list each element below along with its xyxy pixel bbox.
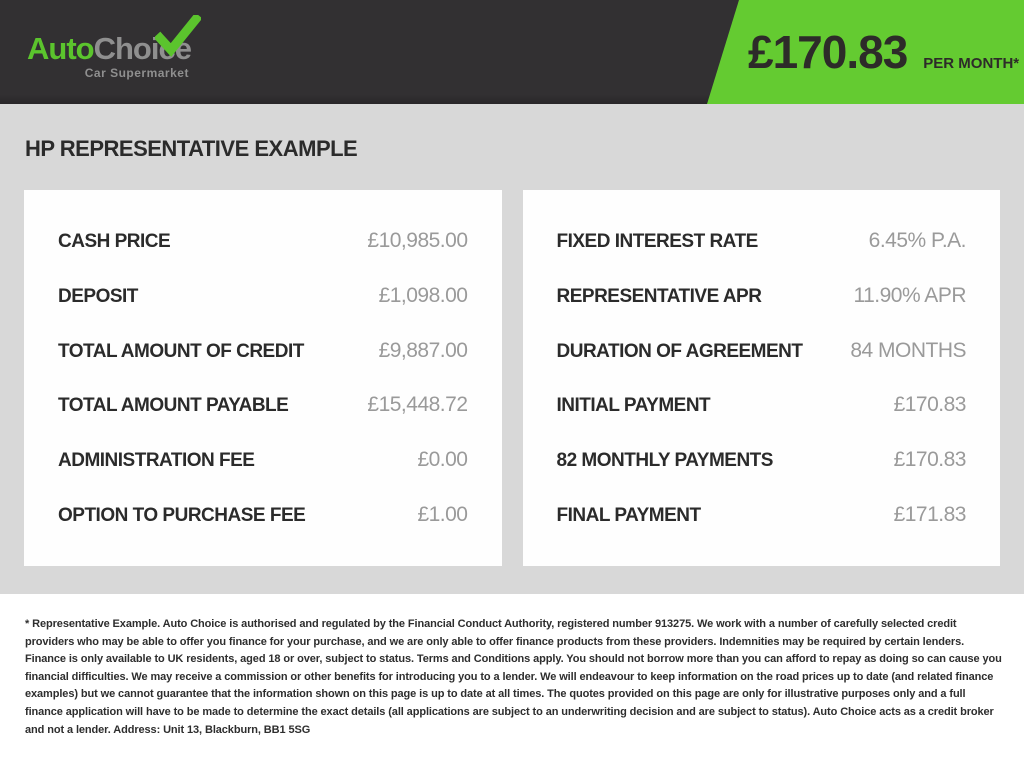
- finance-label: FIXED INTEREST RATE: [556, 231, 759, 253]
- footer: * Representative Example. Auto Choice is…: [0, 594, 1024, 768]
- finance-value: £1,098.00: [378, 283, 468, 307]
- finance-row-monthly-payments: 82 MONTHLY PAYMENTS £170.83: [557, 448, 967, 472]
- finance-row-apr: REPRESENTATIVE APR 11.90% APR: [557, 284, 967, 308]
- finance-value: £171.83: [893, 502, 967, 526]
- finance-label: 82 MONTHLY PAYMENTS: [556, 449, 774, 471]
- autochoice-logo[interactable]: AutoChoice Car Supermarket: [27, 15, 201, 80]
- site-header: AutoChoice Car Supermarket £170.83 PER M…: [0, 0, 1024, 104]
- finance-value: £170.83: [893, 393, 967, 417]
- finance-label: FINAL PAYMENT: [556, 504, 702, 526]
- finance-label: INITIAL PAYMENT: [556, 395, 711, 417]
- finance-row-cash-price: CASH PRICE £10,985.00: [58, 229, 468, 253]
- finance-value: £0.00: [417, 447, 468, 471]
- finance-label: DURATION OF AGREEMENT: [556, 340, 804, 362]
- checkmark-icon: [155, 15, 201, 57]
- monthly-price: £170.83: [748, 26, 908, 78]
- finance-label: TOTAL AMOUNT PAYABLE: [58, 395, 289, 417]
- finance-cards: CASH PRICE £10,985.00 DEPOSIT £1,098.00 …: [24, 190, 1000, 566]
- finance-label: REPRESENTATIVE APR: [556, 285, 762, 307]
- finance-value: 11.90% APR: [853, 283, 966, 307]
- logo-tagline: Car Supermarket: [84, 66, 189, 80]
- finance-row-deposit: DEPOSIT £1,098.00: [58, 284, 468, 308]
- finance-row-admin-fee: ADMINISTRATION FEE £0.00: [58, 448, 468, 472]
- logo-text-auto: Auto: [27, 31, 95, 66]
- finance-value: £170.83: [893, 447, 967, 471]
- finance-value: £1.00: [417, 502, 468, 526]
- legal-disclaimer: * Representative Example. Auto Choice is…: [25, 618, 1002, 736]
- finance-row-option-fee: OPTION TO PURCHASE FEE £1.00: [58, 503, 468, 527]
- finance-row-total-credit: TOTAL AMOUNT OF CREDIT £9,887.00: [58, 339, 468, 363]
- page-title: HP REPRESENTATIVE EXAMPLE: [25, 136, 358, 161]
- price-banner: £170.83 PER MONTH*: [707, 0, 1024, 104]
- finance-label: CASH PRICE: [58, 231, 171, 253]
- finance-value: 6.45% P.A.: [868, 229, 967, 253]
- finance-label: OPTION TO PURCHASE FEE: [58, 504, 306, 526]
- logo-wordmark: AutoChoice: [27, 15, 201, 66]
- logo-text-choice: Choice: [94, 15, 201, 66]
- finance-value: £9,887.00: [378, 338, 468, 362]
- finance-row-final-payment: FINAL PAYMENT £171.83: [557, 503, 967, 527]
- finance-row-duration: DURATION OF AGREEMENT 84 MONTHS: [557, 339, 967, 363]
- finance-card-terms: FIXED INTEREST RATE 6.45% P.A. REPRESENT…: [522, 190, 1000, 566]
- monthly-price-suffix: PER MONTH*: [923, 55, 1020, 72]
- finance-label: DEPOSIT: [58, 285, 138, 307]
- finance-row-total-payable: TOTAL AMOUNT PAYABLE £15,448.72: [58, 393, 468, 417]
- finance-example-section: HP REPRESENTATIVE EXAMPLE CASH PRICE £10…: [0, 104, 1024, 594]
- finance-label: TOTAL AMOUNT OF CREDIT: [58, 340, 304, 362]
- finance-row-interest-rate: FIXED INTEREST RATE 6.45% P.A.: [557, 229, 967, 253]
- finance-label: ADMINISTRATION FEE: [58, 449, 255, 471]
- finance-value: £15,448.72: [367, 393, 468, 417]
- finance-card-amounts: CASH PRICE £10,985.00 DEPOSIT £1,098.00 …: [24, 190, 502, 566]
- finance-value: 84 MONTHS: [850, 338, 966, 362]
- finance-value: £10,985.00: [367, 229, 468, 253]
- finance-row-initial-payment: INITIAL PAYMENT £170.83: [557, 393, 967, 417]
